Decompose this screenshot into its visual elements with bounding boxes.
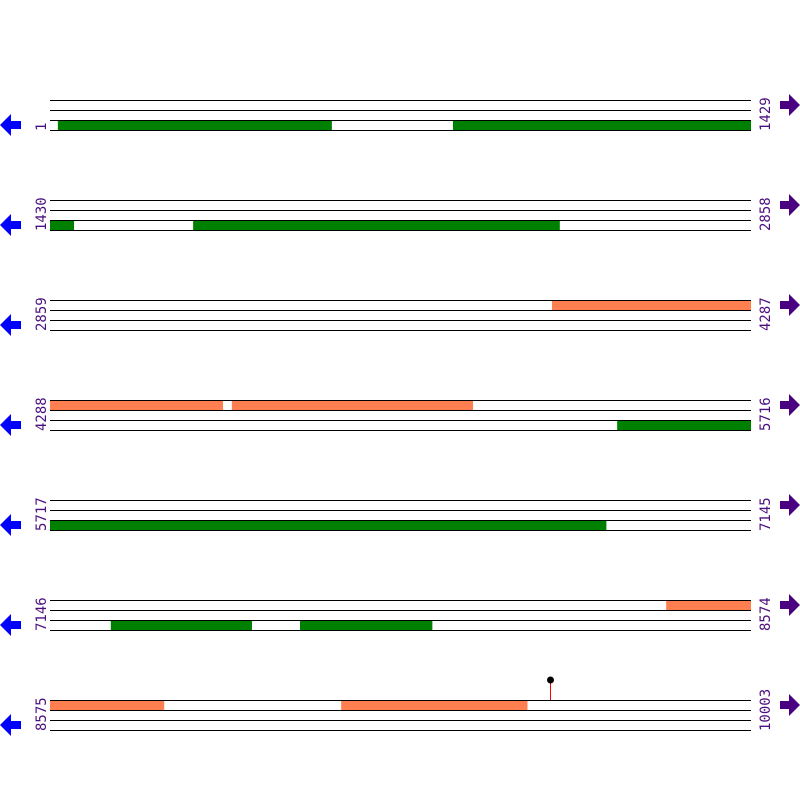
row-end-label: 8574 xyxy=(758,597,774,631)
forward-feature[interactable] xyxy=(50,700,165,710)
row-start-label: 4288 xyxy=(34,397,50,431)
sequence-row: 7146 8574 xyxy=(0,594,800,636)
row-end-label: 7145 xyxy=(758,497,774,531)
right-arrow-icon xyxy=(780,594,800,616)
right-arrow-icon xyxy=(780,294,800,316)
row-start-label: 8575 xyxy=(34,697,50,731)
sequence-row: 1 1429 xyxy=(0,94,800,136)
left-arrow-icon xyxy=(0,314,21,336)
reverse-feature[interactable] xyxy=(57,120,332,130)
reverse-feature[interactable] xyxy=(110,620,252,630)
row-start-label: 2859 xyxy=(34,297,50,331)
sequence-row: 1430 2858 xyxy=(0,194,800,236)
right-arrow-icon xyxy=(780,194,800,216)
forward-feature[interactable] xyxy=(551,300,751,310)
forward-feature[interactable] xyxy=(666,600,751,610)
row-end-label: 5716 xyxy=(758,397,774,431)
right-arrow-icon xyxy=(780,494,800,516)
forward-feature[interactable] xyxy=(231,400,474,410)
right-arrow-icon xyxy=(780,94,800,116)
reverse-feature[interactable] xyxy=(452,120,751,130)
sequence-row: 5717 7145 xyxy=(0,494,800,536)
left-arrow-icon xyxy=(0,114,21,136)
row-end-label: 4287 xyxy=(758,297,774,331)
reverse-feature[interactable] xyxy=(300,620,433,630)
forward-feature[interactable] xyxy=(341,700,528,710)
right-arrow-icon xyxy=(780,694,800,716)
row-start-label: 5717 xyxy=(34,497,50,531)
row-start-label: 7146 xyxy=(34,597,50,631)
sequence-row: 8575 10003 xyxy=(0,676,800,736)
row-start-label: 1430 xyxy=(34,197,50,231)
reverse-feature[interactable] xyxy=(193,220,560,230)
reverse-feature[interactable] xyxy=(617,420,751,430)
right-arrow-icon xyxy=(780,394,800,416)
site-marker[interactable] xyxy=(547,676,554,684)
left-arrow-icon xyxy=(0,614,21,636)
row-end-label: 2858 xyxy=(758,197,774,231)
row-start-label: 1 xyxy=(34,123,50,131)
left-arrow-icon xyxy=(0,214,21,236)
reverse-feature[interactable] xyxy=(50,220,75,230)
left-arrow-icon xyxy=(0,414,21,436)
sequence-row: 4288 5716 xyxy=(0,394,800,436)
row-end-label: 1429 xyxy=(758,97,774,131)
left-arrow-icon xyxy=(0,714,21,736)
forward-feature[interactable] xyxy=(50,400,224,410)
row-end-label: 10003 xyxy=(758,689,774,731)
reverse-feature[interactable] xyxy=(50,520,607,530)
sequence-row: 2859 4287 xyxy=(0,294,800,336)
left-arrow-icon xyxy=(0,514,21,536)
